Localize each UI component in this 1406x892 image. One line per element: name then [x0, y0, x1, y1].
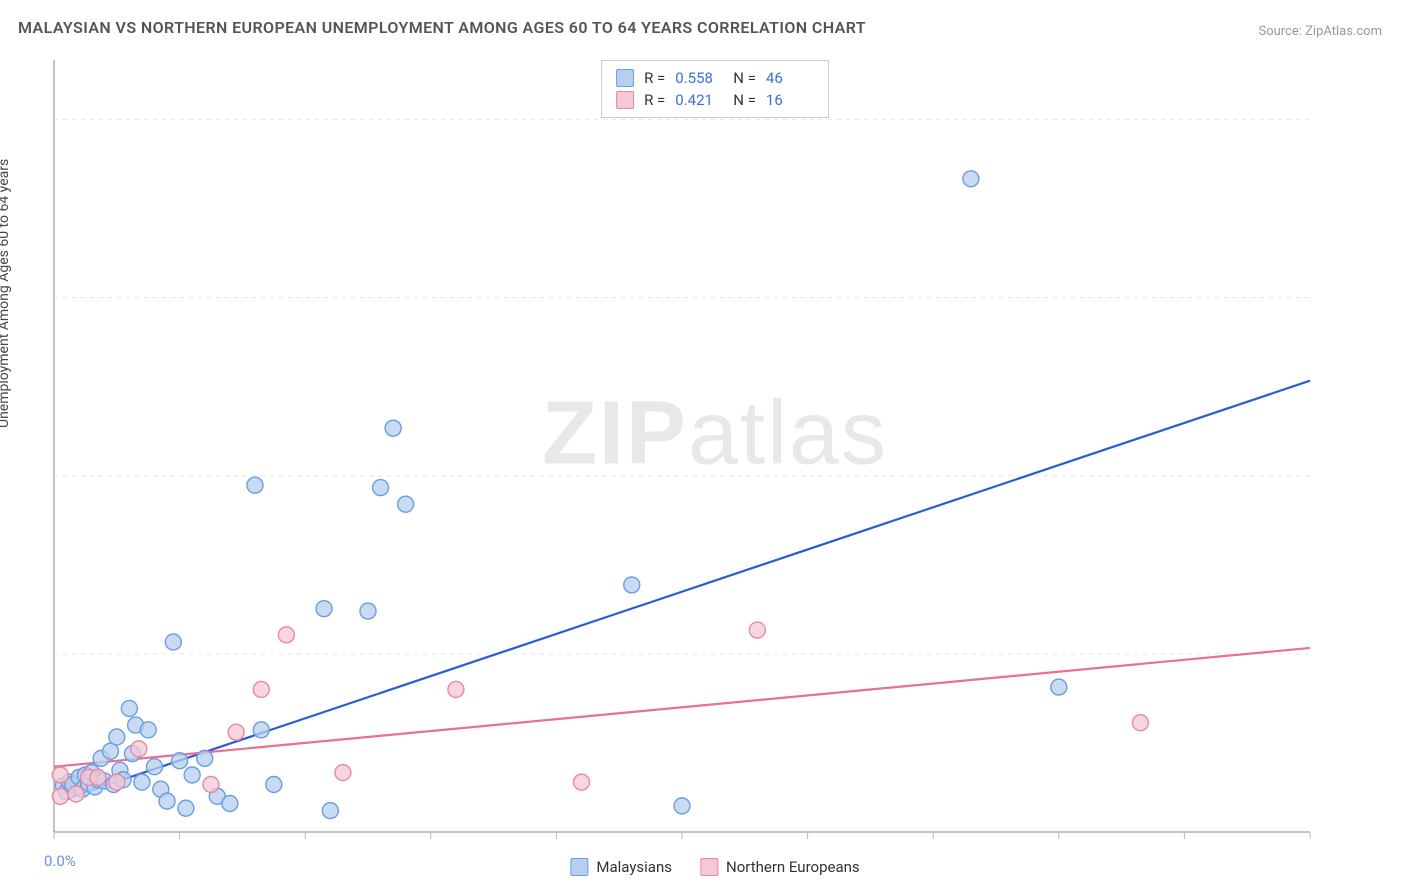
n-label: N =: [733, 91, 756, 109]
chart-title: MALAYSIAN VS NORTHERN EUROPEAN UNEMPLOYM…: [18, 18, 866, 37]
scatter-plot-svg: [50, 60, 1380, 840]
series-legend-item: Northern Europeans: [700, 858, 860, 876]
n-value: 46: [766, 69, 814, 87]
legend-swatch: [570, 858, 588, 876]
chart-area: ZIPatlas R =0.558N =46R =0.421N =16 0.0%…: [50, 60, 1380, 840]
r-value: 0.558: [675, 69, 723, 87]
series-legend: Malaysians Northern Europeans: [570, 858, 859, 876]
legend-swatch: [616, 91, 634, 109]
series-legend-label: Malaysians: [596, 858, 672, 876]
correlation-legend-row: R = 0.558 N = 46: [616, 67, 814, 89]
series-legend-item: Malaysians: [570, 858, 672, 876]
n-value: 16: [766, 91, 814, 109]
r-label: R =: [644, 69, 665, 87]
correlation-legend: R = 0.558 N = 46 R = 0.421 N = 16: [601, 60, 829, 118]
r-value: 0.421: [675, 91, 723, 109]
correlation-legend-row: R = 0.421 N = 16: [616, 89, 814, 111]
r-label: R =: [644, 91, 665, 109]
y-axis-label: Unemployment Among Ages 60 to 64 years: [0, 159, 12, 428]
series-legend-label: Northern Europeans: [726, 858, 860, 876]
legend-swatch: [616, 69, 634, 87]
x-axis-min-label: 0.0%: [44, 852, 76, 870]
legend-swatch: [700, 858, 718, 876]
source-attribution: Source: ZipAtlas.com: [1258, 24, 1382, 39]
n-label: N =: [733, 69, 756, 87]
